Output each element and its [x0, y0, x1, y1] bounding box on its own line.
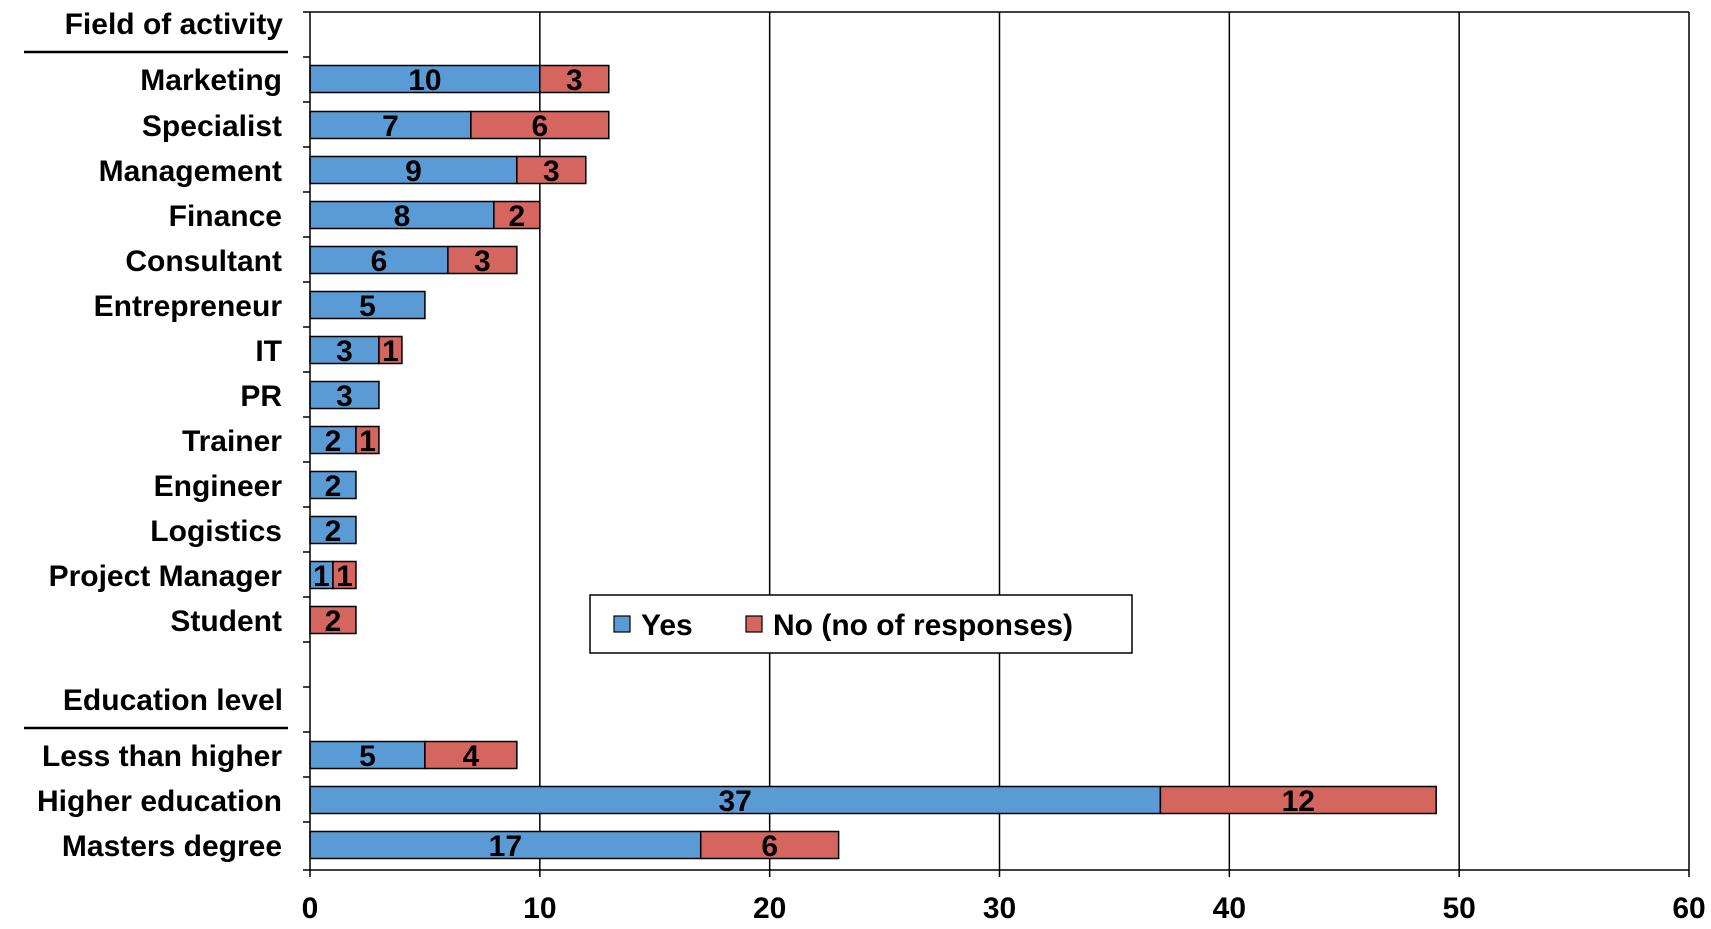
bar-data-label: 3: [566, 64, 583, 97]
bar-data-label: 12: [1282, 785, 1315, 818]
bar-segment-no: [309, 605, 357, 635]
bar-data-label: 2: [325, 605, 342, 638]
category-label: Student: [170, 605, 282, 638]
category-label: Finance: [169, 200, 282, 233]
bar-data-label: 2: [509, 200, 526, 233]
bar-data-label: 6: [761, 830, 778, 863]
bar-segment-no: [378, 335, 403, 365]
gridlines: [310, 11, 1690, 870]
bar-segment-yes: [309, 155, 518, 185]
category-label: Entrepreneur: [94, 290, 283, 323]
bar-data-label: 1: [382, 335, 399, 368]
legend-label: No (no of responses): [773, 609, 1073, 642]
bar-data-label: 5: [359, 740, 376, 773]
category-label: Engineer: [154, 470, 283, 503]
bar-data-label: 2: [325, 470, 342, 503]
bar-segment-no: [447, 245, 518, 275]
x-tick-label: 60: [1672, 892, 1705, 925]
bar-data-label: 1: [313, 560, 330, 593]
bar-segment-yes: [309, 290, 426, 320]
bar-segment-yes: [309, 110, 472, 140]
section-header: Education level: [63, 684, 283, 717]
bar-data-label: 2: [325, 515, 342, 548]
category-label: Trainer: [182, 425, 282, 458]
bar-data-label: 1: [336, 560, 353, 593]
bar-segment-no: [539, 64, 610, 94]
category-label: Consultant: [125, 245, 282, 278]
x-tick-label: 20: [753, 892, 786, 925]
bar-data-label: 9: [405, 155, 422, 188]
bar-segment-no: [332, 560, 357, 590]
bar-data-label: 3: [336, 335, 353, 368]
legend-box: [589, 594, 1133, 654]
category-label: Specialist: [142, 110, 282, 143]
bar-data-label: 6: [531, 110, 548, 143]
bar-data-label: 7: [382, 110, 399, 143]
bar-data-label: 3: [474, 245, 491, 278]
bar-data-label: 5: [359, 290, 376, 323]
bar-data-label: 2: [325, 425, 342, 458]
category-label: Marketing: [140, 64, 282, 97]
bar-data-label: 37: [719, 785, 752, 818]
bar-data-label: 17: [489, 830, 522, 863]
bar-segment-no: [424, 740, 518, 770]
bar-segment-no: [470, 110, 610, 140]
bar-data-label: 8: [394, 200, 411, 233]
bar-segment-yes: [309, 515, 357, 545]
category-label: Logistics: [150, 515, 282, 548]
bar-segment-yes: [309, 380, 380, 410]
section-header: Field of activity: [65, 8, 284, 41]
legend-label: Yes: [641, 609, 693, 642]
category-labels: Marketing Specialist Management Finance Cons…: [24, 8, 288, 863]
bar-data-label: 6: [371, 245, 388, 278]
x-axis: 0 10 20 30 40 50 60: [302, 11, 1706, 925]
category-label: Management: [99, 155, 282, 188]
category-label: IT: [255, 335, 282, 368]
bar-segment-no: [1159, 785, 1437, 815]
legend: Yes No (no of responses): [589, 594, 1133, 654]
category-label: Project Manager: [49, 560, 283, 593]
bar-data-label: 4: [463, 740, 480, 773]
bar-data-label: 1: [359, 425, 376, 458]
category-label: Less than higher: [42, 740, 282, 773]
bar-segment-no: [355, 425, 380, 455]
legend-swatch-no: [745, 615, 763, 633]
x-tick-label: 0: [302, 892, 319, 925]
x-tick-label: 10: [523, 892, 556, 925]
x-tick-label: 40: [1213, 892, 1246, 925]
legend-swatch-yes: [613, 615, 631, 633]
x-tick-label: 30: [983, 892, 1016, 925]
category-label: Higher education: [37, 785, 282, 818]
bar-data-label: 3: [336, 380, 353, 413]
category-label: Masters degree: [62, 830, 282, 863]
bar-segment-yes: [309, 425, 357, 455]
bar-data-label: 10: [408, 64, 441, 97]
x-tick-label: 50: [1442, 892, 1475, 925]
bar-segment-no: [699, 830, 840, 860]
bar-data-label: 3: [543, 155, 560, 188]
bar-segment-no: [493, 200, 541, 230]
bar-segment-no: [516, 155, 587, 185]
category-label: PR: [240, 380, 282, 413]
